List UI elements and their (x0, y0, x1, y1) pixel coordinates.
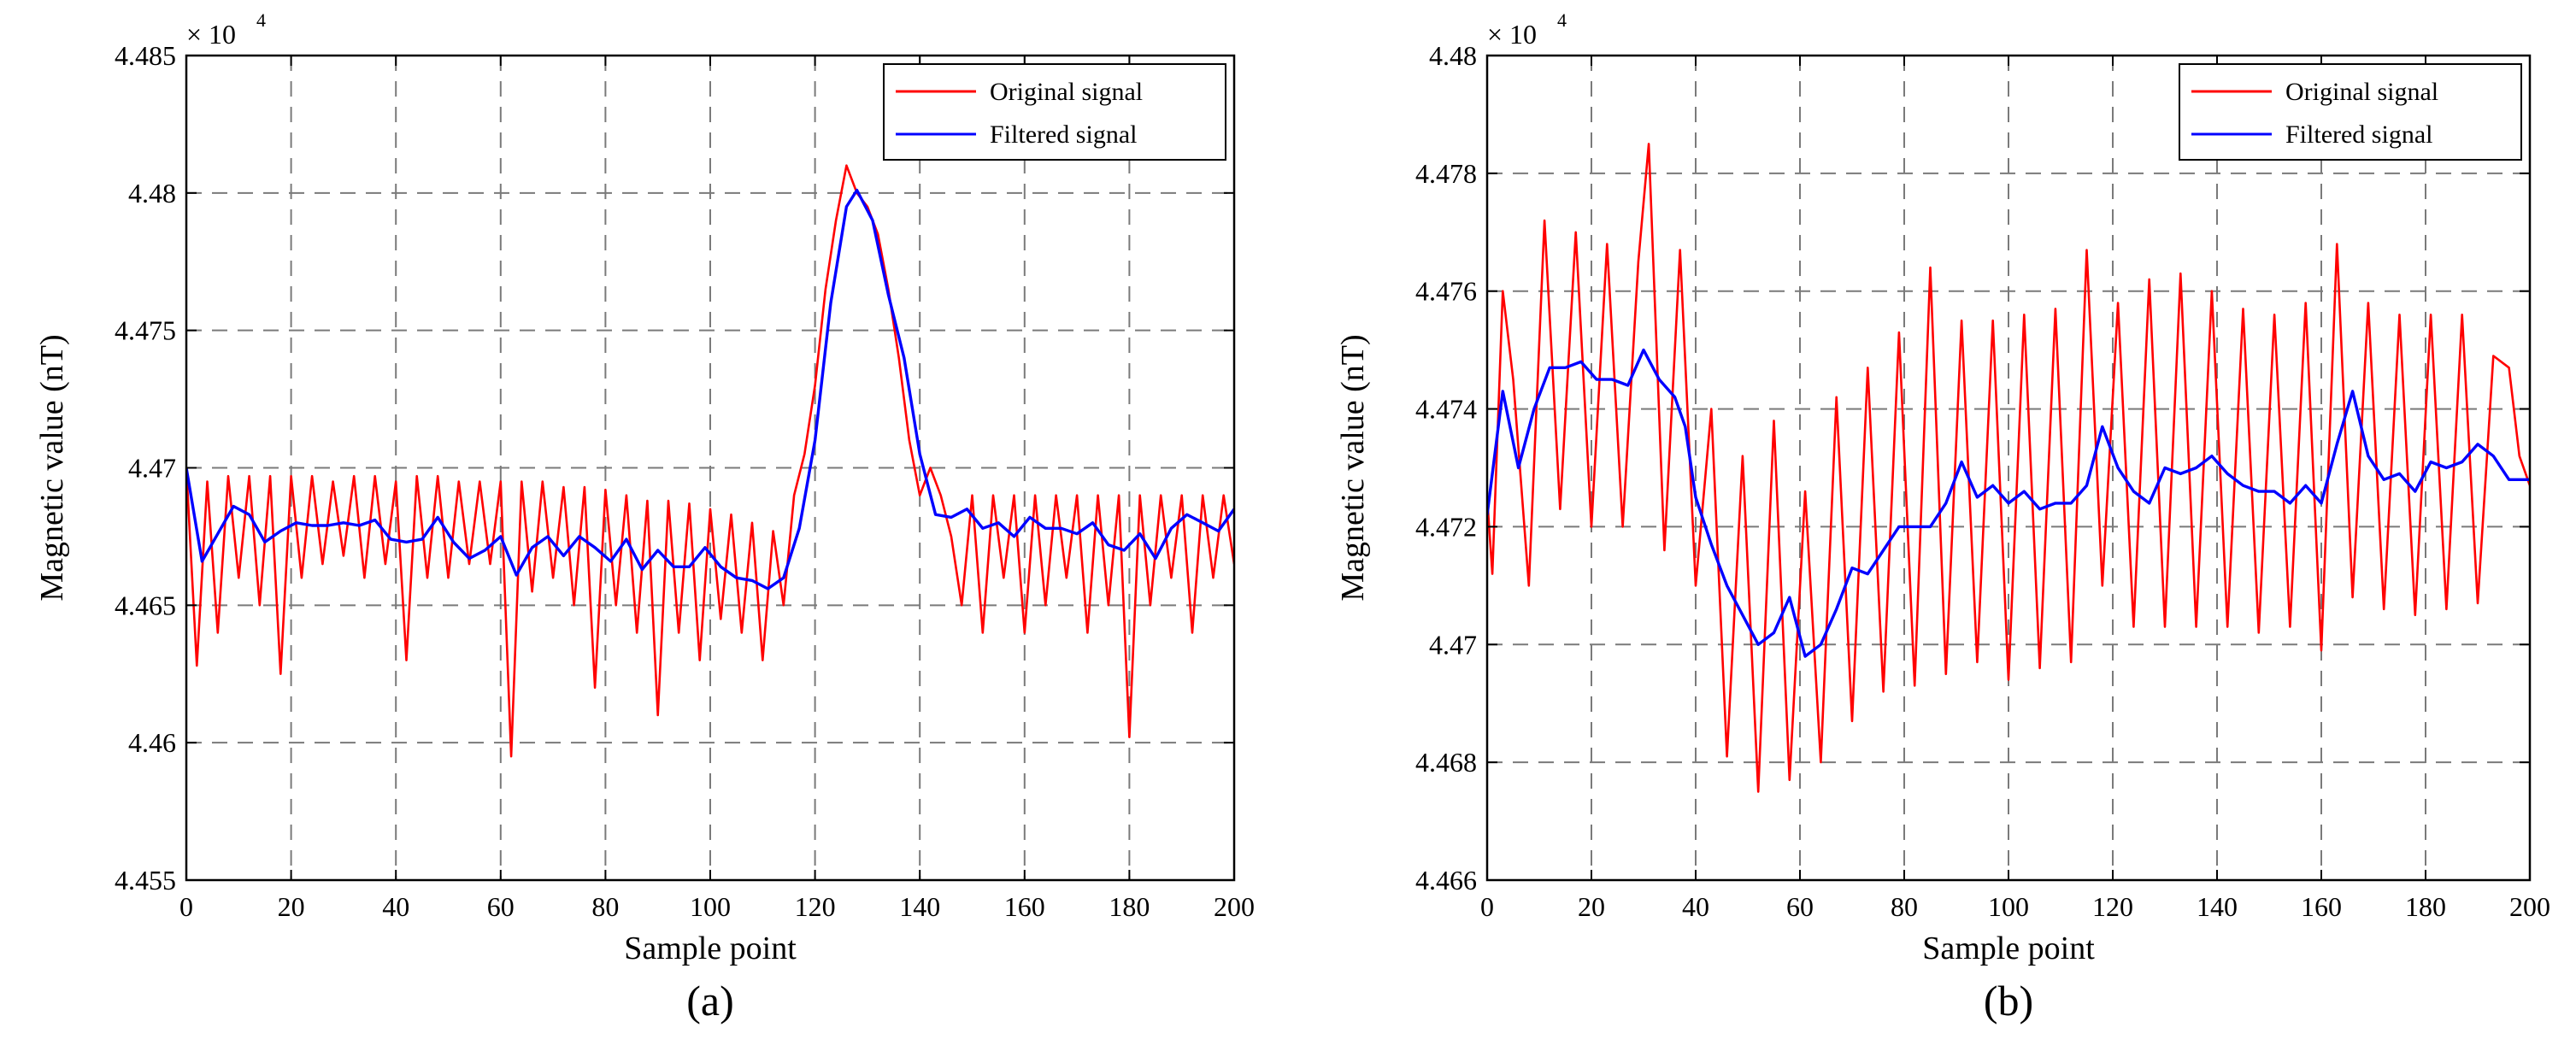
scale-factor-label: × 10 (186, 19, 236, 50)
y-tick-label: 4.475 (115, 315, 176, 346)
x-tick-label: 60 (1786, 891, 1814, 922)
legend-label-filtered: Filtered signal (2285, 120, 2432, 149)
x-tick-label: 20 (1578, 891, 1605, 922)
legend-label-filtered: Filtered signal (990, 120, 1137, 149)
x-tick-label: 140 (899, 891, 940, 922)
x-tick-label: 140 (2197, 891, 2238, 922)
x-tick-label: 200 (1214, 891, 1255, 922)
x-tick-label: 120 (2092, 891, 2133, 922)
x-tick-label: 160 (2301, 891, 2342, 922)
y-tick-label: 4.472 (1415, 511, 1477, 542)
original-signal-line (1487, 143, 2530, 793)
y-tick-label: 4.47 (128, 453, 176, 484)
y-tick-label: 4.466 (1415, 865, 1477, 895)
y-tick-label: 4.485 (115, 40, 176, 71)
x-tick-label: 180 (1109, 891, 1150, 922)
x-tick-label: 40 (382, 891, 409, 922)
x-tick-label: 120 (795, 891, 836, 922)
legend-box (2179, 63, 2522, 161)
x-tick-label: 180 (2405, 891, 2446, 922)
x-tick-label: 160 (1004, 891, 1045, 922)
x-axis-label: Sample point (1922, 931, 2095, 966)
y-tick-label: 4.465 (115, 590, 176, 620)
scale-factor-exponent: 4 (1557, 9, 1567, 31)
x-tick-label: 0 (1480, 891, 1494, 922)
y-tick-label: 4.476 (1415, 276, 1477, 307)
x-tick-label: 40 (1682, 891, 1709, 922)
x-tick-label: 0 (179, 891, 193, 922)
y-tick-label: 4.478 (1415, 158, 1477, 189)
chart-a: 0 20 40 60 80 100 120 140 160 180 200 4.455 4.46 4.46… (34, 9, 1255, 1025)
y-tick-label: 4.455 (115, 865, 176, 895)
chart-b: 0 20 40 60 80 100 120 140 160 180 200 4.466 4.468 4.4… (1335, 9, 2550, 1025)
y-tick-label: 4.46 (128, 727, 176, 758)
x-tick-label: 100 (1988, 891, 2029, 922)
x-tick-label: 60 (487, 891, 515, 922)
y-tick-label: 4.47 (1429, 629, 1477, 660)
x-axis-label: Sample point (624, 931, 797, 966)
y-tick-label: 4.48 (128, 178, 176, 208)
x-tick-label: 200 (2509, 891, 2550, 922)
x-tick-label: 80 (591, 891, 619, 922)
scale-factor-exponent: 4 (256, 9, 266, 31)
y-tick-label: 4.468 (1415, 747, 1477, 778)
filtered-signal-line (1487, 348, 2530, 658)
panel-label: (b) (1984, 977, 2033, 1025)
original-signal-line (186, 164, 1234, 758)
y-tick-label: 4.48 (1429, 40, 1477, 71)
legend-box (883, 63, 1226, 161)
filtered-signal-line (186, 188, 1234, 590)
legend-label-original: Original signal (2285, 78, 2438, 106)
y-tick-label: 4.474 (1415, 394, 1477, 425)
y-axis-label: Magnetic value (nT) (34, 334, 70, 601)
x-tick-label: 80 (1891, 891, 1918, 922)
panel-label: (a) (686, 977, 734, 1025)
scale-factor-label: × 10 (1487, 19, 1537, 50)
x-tick-label: 20 (278, 891, 305, 922)
y-axis-label: Magnetic value (nT) (1335, 334, 1371, 601)
legend-label-original: Original signal (990, 78, 1143, 106)
x-tick-label: 100 (690, 891, 731, 922)
